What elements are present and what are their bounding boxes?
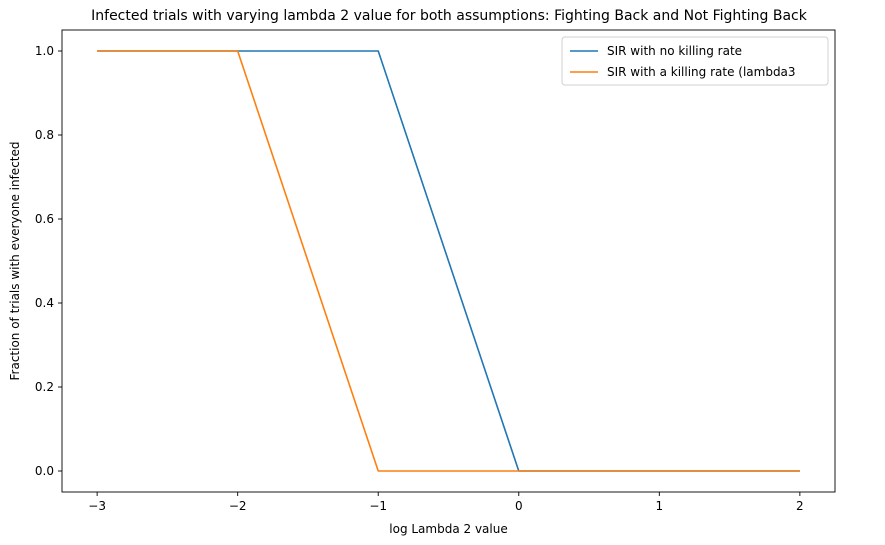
y-tick-label: 0.8	[35, 128, 54, 142]
x-tick-label: −2	[229, 499, 247, 513]
x-tick-label: 1	[655, 499, 663, 513]
series-line-1	[97, 50, 800, 472]
x-tick-label: −3	[88, 499, 106, 513]
y-tick-label: 0.0	[35, 464, 54, 478]
legend: SIR with no killing rate SIR with a killi…	[561, 36, 829, 86]
plot-area: −3 −2 −1 0 1 2 0.0 0.2 0.4 0.6 0.8 1.0	[35, 29, 836, 513]
legend-label-2: SIR with a killing rate (lambda3	[607, 65, 796, 79]
series-line-2	[97, 50, 800, 472]
chart-title: Infected trials with varying lambda 2 va…	[91, 8, 808, 24]
x-tick-label: 0	[515, 499, 523, 513]
y-tick-label: 0.2	[35, 380, 54, 394]
y-axis-label: Fraction of trials with everyone infecte…	[8, 142, 22, 381]
y-tick-label: 1.0	[35, 44, 54, 58]
legend-frame	[561, 36, 829, 86]
x-axis-label: log Lambda 2 value	[389, 522, 507, 536]
y-tick-label: 0.4	[35, 296, 54, 310]
axes-frame	[61, 29, 836, 493]
y-tick-label: 0.6	[35, 212, 54, 226]
legend-label-1: SIR with no killing rate	[607, 44, 742, 58]
x-tick-label: −1	[369, 499, 387, 513]
x-tick-label: 2	[796, 499, 804, 513]
